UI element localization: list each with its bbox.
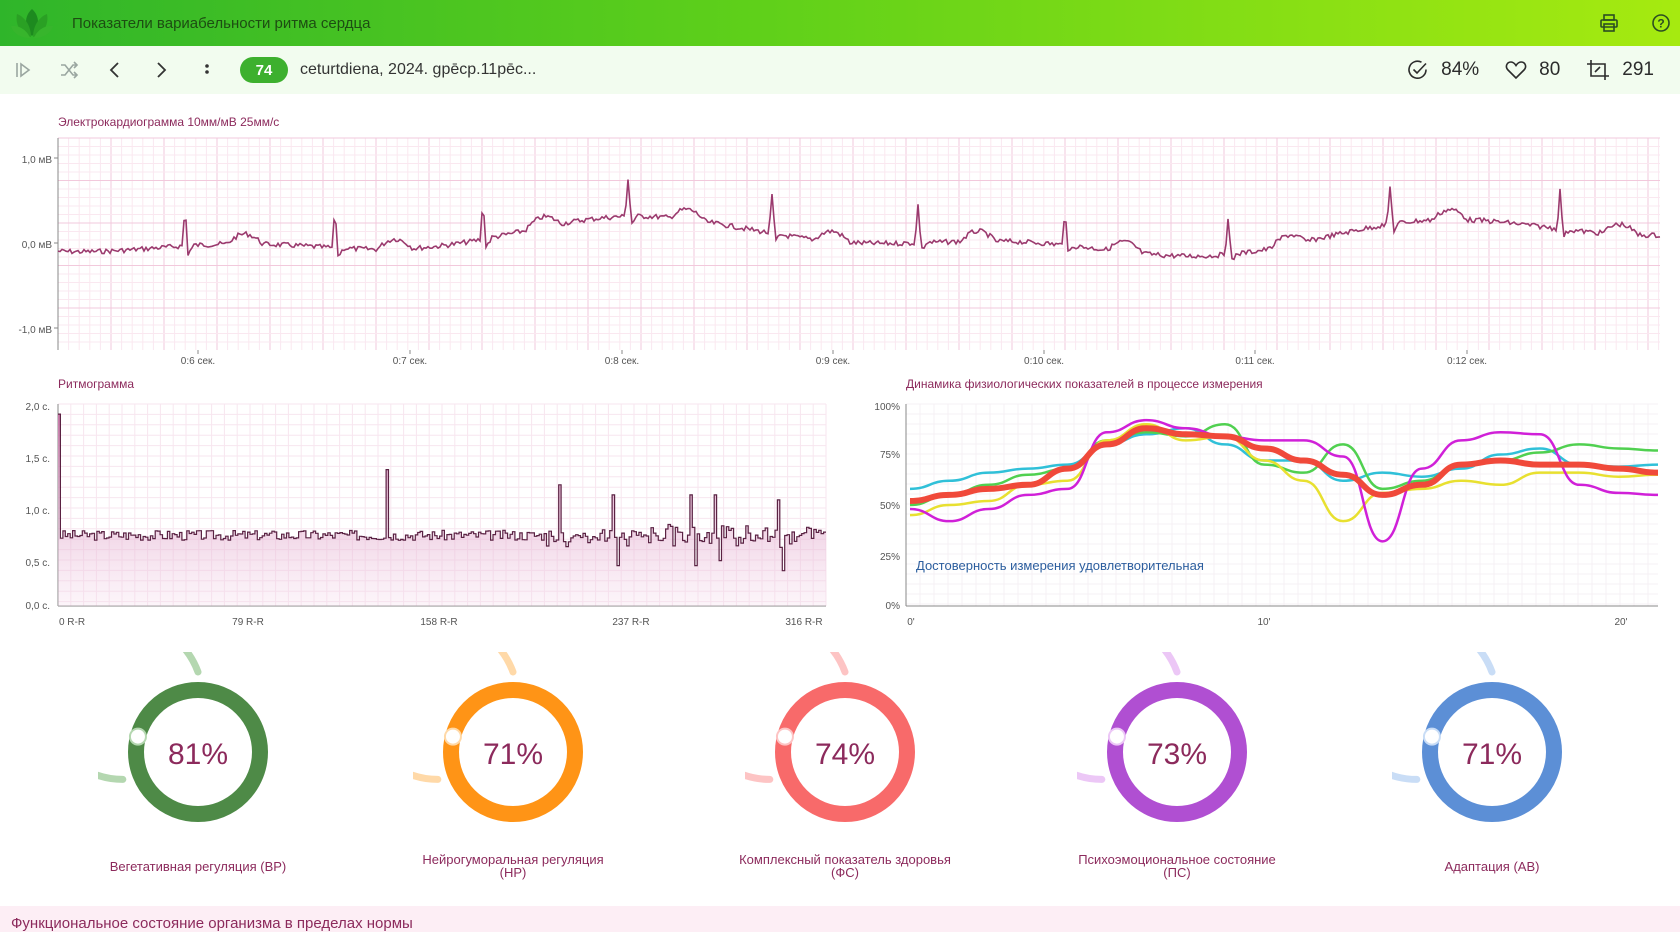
ecg-ytick: -1,0 мВ xyxy=(18,325,52,336)
dyn-xtick: 10' xyxy=(1257,617,1270,628)
record-number-badge: 74 xyxy=(240,57,288,83)
rhythmogram-chart: 2,0 с. 1,5 с. 1,0 с. 0,5 с. 0,0 с. 0 R-R… xyxy=(26,402,827,628)
crop-icon xyxy=(1587,60,1610,80)
gauge-label-line: Адаптация (АВ) xyxy=(1444,859,1540,874)
gauge-label: Комплексный показатель здоровья (ФС) xyxy=(715,853,975,879)
rhythmogram-line xyxy=(58,413,826,572)
rr-xtick: 79 R-R xyxy=(232,617,264,628)
gauge-1: 81% xyxy=(98,652,268,822)
dynamics-series-line xyxy=(909,418,1659,543)
heart-rate-stat: 80 xyxy=(1505,59,1560,81)
intervals-stat: 291 xyxy=(1586,59,1654,81)
ecg-xtick: 0:11 сек. xyxy=(1235,356,1274,367)
ecg-xtick: 0:6 сек. xyxy=(181,356,215,367)
gauge-knob[interactable] xyxy=(1422,727,1441,746)
gauge-value: 71% xyxy=(483,738,543,771)
intervals-value: 291 xyxy=(1622,59,1654,80)
ecg-xtick: 0:12 сек. xyxy=(1447,356,1487,367)
gauge-label: Адаптация (АВ) xyxy=(1362,860,1622,873)
rr-ytick: 2,0 с. xyxy=(26,402,50,413)
gauge-value: 81% xyxy=(168,738,228,771)
dynamics-title: Динамика физиологических показателей в п… xyxy=(906,377,1263,391)
status-footer: Функциональное состояние организма в пре… xyxy=(0,906,1680,932)
gauge-label-line: Комплексный показатель здоровья xyxy=(739,852,951,867)
gauge-label-line: (ПС) xyxy=(1163,865,1191,880)
rhythmogram-area xyxy=(58,414,826,606)
gauge-label: Психоэмоциональное состояние (ПС) xyxy=(1047,853,1307,879)
svg-text:?: ? xyxy=(1657,17,1664,31)
dyn-xtick: 20' xyxy=(1614,617,1627,628)
gauge-label-line: (НР) xyxy=(499,865,527,880)
heart-icon xyxy=(1505,61,1527,80)
record-title[interactable]: ceturtdiena, 2024. gpēcp.11pēc... xyxy=(300,61,537,78)
gauge-label-line: (ФС) xyxy=(831,865,859,880)
app-title: Показатели вариабельности ритма сердца xyxy=(72,14,371,32)
rr-ytick: 1,0 с. xyxy=(26,506,50,517)
gauge-knob[interactable] xyxy=(128,727,147,746)
toolbar: 74 ceturtdiena, 2024. gpēcp.11pēc... 84%… xyxy=(0,46,1680,94)
rr-xtick: 316 R-R xyxy=(785,617,822,628)
lotus-logo-icon xyxy=(8,0,56,46)
rr-ytick: 0,0 с. xyxy=(26,601,50,612)
more-vertical-icon[interactable] xyxy=(184,51,230,89)
gauge-value: 74% xyxy=(815,738,875,771)
dyn-ytick: 25% xyxy=(880,552,900,563)
gauge-label-line: Психоэмоциональное состояние xyxy=(1078,852,1276,867)
gauge-value: 71% xyxy=(1462,738,1522,771)
print-icon[interactable] xyxy=(1598,12,1620,34)
ecg-chart: 1,0 мВ 0,0 мВ -1,0 мВ 0:6 сек. 0:7 сек. … xyxy=(18,137,1661,367)
dyn-xtick: 0' xyxy=(907,617,915,628)
ecg-title: Электрокардиограмма 10мм/мВ 25мм/с xyxy=(58,115,280,129)
ecg-ytick: 0,0 мВ xyxy=(22,240,53,251)
play-step-icon[interactable] xyxy=(0,51,46,89)
rr-xtick: 237 R-R xyxy=(612,617,649,628)
ecg-ytick: 1,0 мВ xyxy=(22,155,53,166)
gauge-label: Вегетативная регуляция (ВР) xyxy=(68,860,328,873)
check-circle-icon xyxy=(1408,60,1427,79)
gauge-label-line: Вегетативная регуляция (ВР) xyxy=(109,859,287,874)
gauge-5: 71% xyxy=(1392,652,1562,822)
shuffle-icon[interactable] xyxy=(46,51,92,89)
rr-xtick: 0 R-R xyxy=(59,617,85,628)
gauge-2: 71% xyxy=(413,652,583,822)
reliability-note: Достоверность измерения удовлетворительн… xyxy=(916,558,1204,573)
gauge-label: Нейрогуморальная регуляция (НР) xyxy=(383,853,643,879)
ecg-xtick: 0:8 сек. xyxy=(605,356,639,367)
ecg-trace xyxy=(57,179,1661,261)
rr-xtick: 158 R-R xyxy=(420,617,457,628)
gauge-knob[interactable] xyxy=(1107,727,1126,746)
ecg-xtick: 0:7 сек. xyxy=(393,356,427,367)
dynamics-series-line xyxy=(909,425,1659,504)
heart-rate-value: 80 xyxy=(1539,59,1561,80)
gauge-knob[interactable] xyxy=(443,727,462,746)
rhythmogram-title: Ритмограмма xyxy=(58,377,135,391)
help-icon[interactable]: ? xyxy=(1650,12,1672,34)
dynamics-series-line xyxy=(909,426,1659,491)
dyn-ytick: 75% xyxy=(880,450,900,461)
gauge-label-line: Нейрогуморальная регуляция xyxy=(422,852,604,867)
ecg-xtick: 0:9 сек. xyxy=(816,356,850,367)
quality-stat: 84% xyxy=(1407,59,1479,81)
rr-ytick: 0,5 с. xyxy=(26,558,50,569)
gauge-3: 74% xyxy=(745,652,915,822)
quality-value: 84% xyxy=(1441,59,1480,80)
gauge-4: 73% xyxy=(1077,652,1247,822)
chevron-right-icon[interactable] xyxy=(138,51,184,89)
dyn-ytick: 0% xyxy=(886,601,901,612)
dyn-ytick: 50% xyxy=(880,501,900,512)
ecg-xtick: 0:10 сек. xyxy=(1024,356,1064,367)
dyn-ytick: 100% xyxy=(874,402,900,413)
title-bar: Показатели вариабельности ритма сердца ? xyxy=(0,0,1680,46)
chevron-left-icon[interactable] xyxy=(92,51,138,89)
rr-ytick: 1,5 с. xyxy=(26,454,50,465)
gauge-value: 73% xyxy=(1147,738,1207,771)
dynamics-series-line xyxy=(909,422,1659,507)
gauge-knob[interactable] xyxy=(775,727,794,746)
dynamics-chart: 100% 75% 50% 25% 0% 0' 10' 20' Достоверн… xyxy=(874,402,1659,628)
